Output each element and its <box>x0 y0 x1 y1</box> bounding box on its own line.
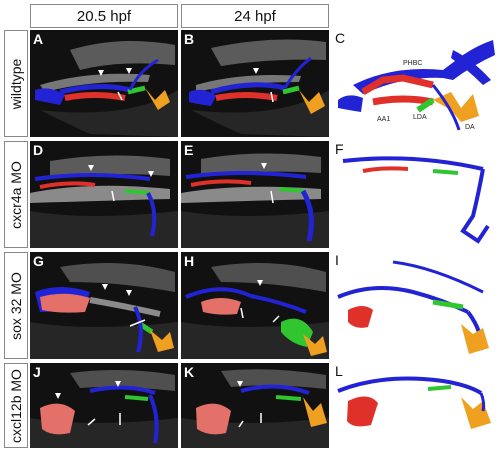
micrograph-panel-d: D <box>30 141 178 248</box>
diagram-panel-i: I <box>333 252 498 359</box>
vessel-overlay <box>189 39 329 137</box>
micrograph-panel-e: E <box>181 141 329 248</box>
panel-label: L <box>335 363 343 379</box>
panel-label: A <box>33 31 44 47</box>
vessel-diagram <box>337 260 489 354</box>
panel-label: H <box>184 253 195 269</box>
annotation-aa1: AA1 <box>377 116 391 123</box>
vessel-diagram <box>337 376 491 429</box>
micrograph-panel-a: A <box>30 30 178 137</box>
panel-label: E <box>184 142 194 158</box>
panel-label: I <box>335 252 339 268</box>
vessel-overlay <box>181 263 329 359</box>
micrograph-panel-b: B <box>181 30 329 137</box>
vessel-overlay <box>181 153 329 248</box>
vessel-overlay <box>30 263 178 359</box>
diagram-panel-c: C PHBC LDA AA1 DA <box>333 30 498 137</box>
panel-label: B <box>184 31 195 47</box>
panel-label: D <box>33 142 44 158</box>
panel-label: G <box>33 253 44 269</box>
vessel-diagram <box>342 156 490 244</box>
annotation-lda: LDA <box>413 114 427 121</box>
annotation-da: DA <box>465 124 475 131</box>
row-header-sox32-mo: sox 32 MO <box>4 252 28 359</box>
annotation-phbc: PHBC <box>403 60 423 67</box>
micrograph-panel-h: H <box>181 252 329 359</box>
row-header-cxcl12b-mo: cxcl12b MO <box>4 363 28 448</box>
vessel-diagram <box>338 40 495 131</box>
panel-label: C <box>335 30 346 46</box>
diagram-panel-f: F <box>333 141 498 248</box>
vessel-overlay <box>181 369 329 448</box>
panel-label: K <box>184 364 195 380</box>
diagram-panel-l: L <box>333 363 498 448</box>
micrograph-panel-k: K <box>181 363 329 448</box>
micrograph-panel-g: G <box>30 252 178 359</box>
row-header-wildtype: wildtype <box>4 30 28 137</box>
column-header-24-hpf: 24 hpf <box>181 4 329 28</box>
column-header-20-5-hpf: 20.5 hpf <box>30 4 178 28</box>
panel-label: F <box>335 141 344 157</box>
vessel-overlay <box>30 155 178 248</box>
vessel-overlay <box>30 369 178 448</box>
row-header-cxcr4a-mo: cxcr4a MO <box>4 141 28 248</box>
panel-label: J <box>33 364 41 380</box>
micrograph-panel-j: J <box>30 363 178 448</box>
vessel-overlay <box>35 41 178 137</box>
